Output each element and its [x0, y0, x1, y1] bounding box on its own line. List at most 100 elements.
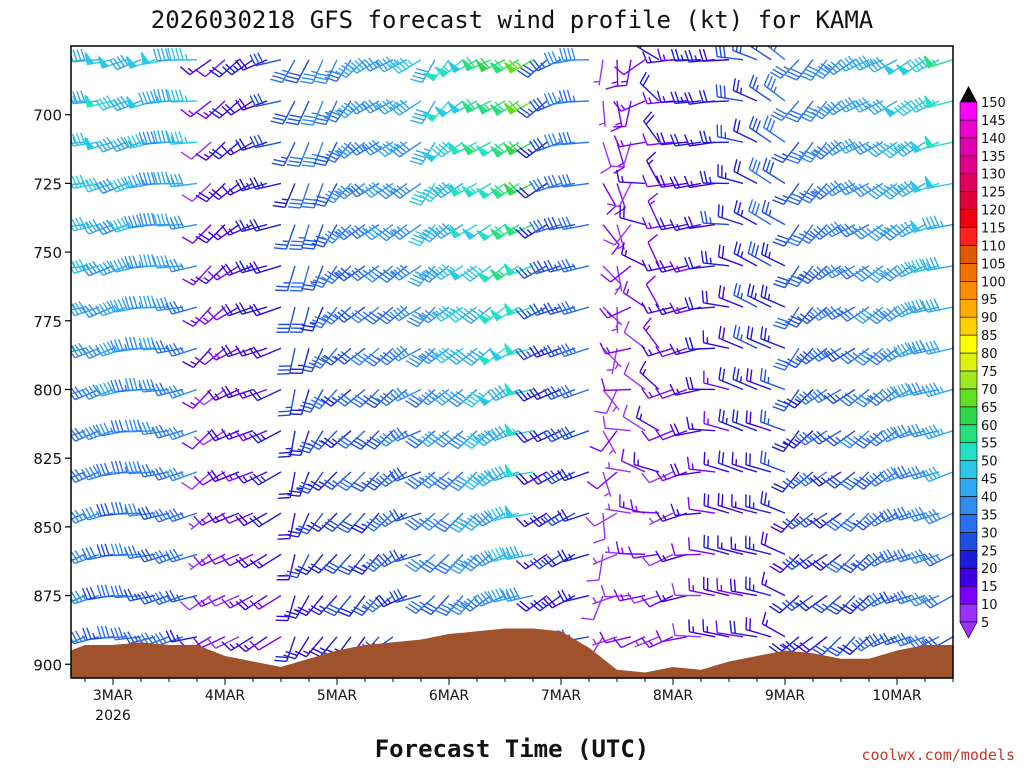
wind-barb	[699, 170, 730, 185]
wind-barb	[796, 347, 828, 365]
wind-barb	[852, 553, 884, 572]
wind-barb	[181, 471, 212, 490]
colorbar-tick-label: 5	[981, 616, 989, 631]
wind-barb	[504, 505, 534, 519]
wind-barb	[599, 342, 632, 355]
wind-barb	[165, 215, 198, 230]
wind-barb	[71, 430, 86, 437]
wind-barb	[716, 577, 744, 597]
wind-barb	[851, 55, 884, 71]
wind-barb	[837, 96, 870, 113]
colorbar-tick-label: 30	[981, 526, 998, 541]
wind-barb	[179, 594, 212, 611]
wind-barb	[687, 496, 716, 514]
wind-barb	[602, 430, 617, 455]
wind-barb	[322, 182, 352, 204]
wind-barb	[893, 632, 926, 647]
wind-barb	[249, 93, 282, 108]
wind-barb	[221, 553, 254, 567]
wind-barb	[769, 59, 800, 79]
wind-barb	[782, 553, 814, 571]
wind-barb	[795, 471, 828, 487]
wind-barb	[585, 512, 618, 527]
wind-barb	[557, 258, 590, 273]
wind-barb	[275, 265, 296, 292]
wind-barb	[363, 471, 394, 491]
wind-barb	[335, 471, 366, 492]
wind-barb	[893, 548, 926, 563]
wind-barb	[249, 134, 282, 149]
wind-barb	[295, 553, 324, 576]
wind-barb	[782, 471, 814, 490]
wind-barb	[606, 348, 618, 374]
wind-barb	[557, 343, 590, 358]
colorbar-tick-label: 100	[981, 275, 1006, 290]
wind-barb	[796, 636, 828, 654]
wind-barb	[137, 590, 170, 605]
wind-barb	[71, 636, 72, 638]
wind-barb	[718, 408, 744, 432]
wind-barb	[347, 100, 380, 115]
wind-barb	[71, 430, 72, 432]
y-tick-label: 700	[33, 107, 62, 125]
wind-barb	[308, 595, 338, 616]
wind-barb	[866, 388, 898, 407]
wind-barb	[123, 545, 156, 560]
wind-barb	[761, 199, 786, 226]
wind-barb	[285, 100, 310, 126]
wind-barb	[286, 141, 310, 168]
wind-barb	[287, 471, 310, 497]
wind-barb	[221, 100, 254, 116]
wind-barb	[809, 224, 842, 240]
wind-barb	[851, 594, 884, 612]
colorbar-bin	[959, 460, 978, 479]
wind-barb	[782, 512, 814, 530]
wind-barb	[718, 285, 744, 308]
surface-fill	[71, 628, 953, 678]
wind-barb	[181, 224, 212, 244]
wind-barb	[717, 244, 744, 267]
wind-barb	[732, 46, 758, 61]
wind-barb	[717, 535, 744, 556]
wind-barb	[81, 303, 114, 318]
wind-barb	[620, 242, 646, 267]
wind-barb	[823, 388, 856, 405]
wind-barb	[336, 512, 366, 534]
wind-barb	[627, 546, 660, 559]
wind-barb	[627, 592, 660, 604]
colorbar-bin	[959, 191, 978, 210]
wind-barb	[684, 337, 716, 350]
wind-barb	[195, 224, 226, 244]
wind-barb	[71, 301, 100, 317]
colorbar-tick-label: 110	[981, 239, 1006, 254]
colorbar-legend: 5 10 15 20 25 30 35 40 45 50 55 60 65 70 75 80 85 90 95 100…	[959, 86, 1006, 639]
wind-barb	[557, 549, 590, 563]
wind-barb	[529, 512, 562, 528]
wind-barb	[165, 548, 198, 563]
wind-barb	[333, 224, 366, 241]
wind-barb	[221, 59, 254, 76]
wind-barb	[671, 583, 702, 597]
wind-barb	[324, 59, 352, 83]
wind-barb	[418, 471, 450, 489]
wind-barb	[762, 115, 786, 143]
wind-barb	[81, 384, 114, 400]
wind-barb	[688, 578, 716, 597]
colorbar-bin	[959, 173, 978, 192]
colorbar-tick-label: 60	[981, 419, 998, 434]
wind-barb	[181, 430, 212, 450]
wind-barb	[137, 421, 170, 436]
wind-barb	[823, 221, 856, 238]
wind-barb	[410, 59, 436, 84]
wind-barb	[921, 594, 953, 609]
wind-barb	[611, 307, 619, 334]
y-tick-label: 800	[33, 381, 62, 399]
colorbar-tick-label: 75	[981, 365, 998, 380]
wind-barb	[277, 348, 296, 375]
wind-barb	[866, 306, 898, 325]
colorbar-tick-label: 140	[981, 132, 1006, 147]
wind-barb	[732, 324, 758, 349]
wind-barb	[698, 48, 730, 62]
wind-barb	[165, 426, 198, 441]
wind-barb	[639, 360, 660, 390]
